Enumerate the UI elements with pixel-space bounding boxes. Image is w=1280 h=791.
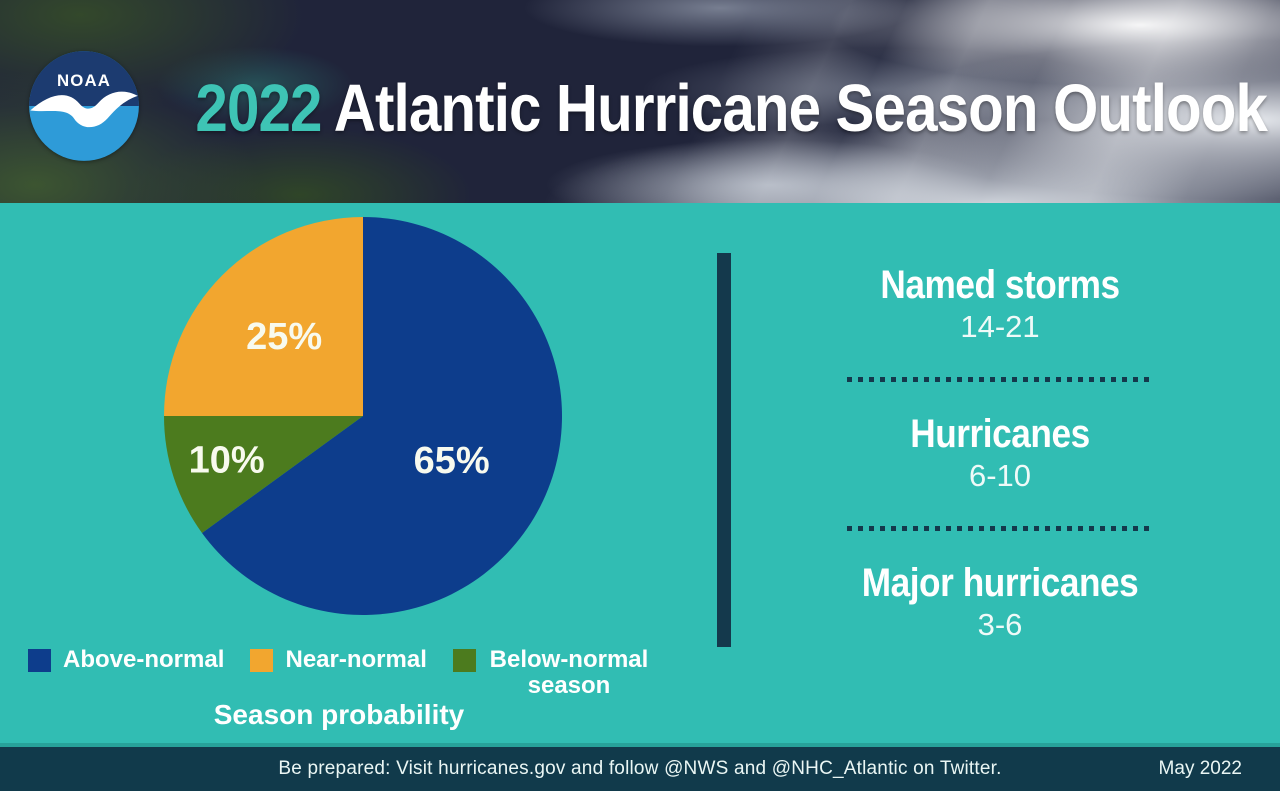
legend-swatch-near-normal bbox=[250, 649, 274, 672]
legend-item-below-normal: Below-normal season bbox=[452, 646, 650, 699]
stat-value: 14-21 bbox=[960, 309, 1040, 344]
noaa-logo-icon: NOAA bbox=[28, 50, 140, 162]
footer-bar: Be prepared: Visit hurricanes.gov and fo… bbox=[0, 743, 1280, 791]
title-rest: Atlantic Hurricane Season Outlook bbox=[333, 71, 1268, 146]
stat-value: 3-6 bbox=[977, 607, 1023, 642]
main-content: 65% 10% 25% Above-normal Near-normal Below… bbox=[0, 203, 1280, 743]
stat-value: 6-10 bbox=[968, 458, 1032, 493]
season-probability-pie-chart: 65% 10% 25% bbox=[164, 217, 563, 615]
legend-item-above-normal: Above-normal bbox=[28, 647, 224, 673]
stat-label: Major hurricanes bbox=[861, 561, 1139, 605]
stat-hurricanes: Hurricanes 6-10 bbox=[740, 412, 1260, 496]
stat-major-hurricanes: Major hurricanes 3-6 bbox=[740, 561, 1260, 645]
legend-label: Above-normal bbox=[63, 646, 225, 673]
stat-label: Named storms bbox=[880, 263, 1120, 307]
pie-legend: Above-normal Near-normal Below-normal se… bbox=[28, 647, 650, 699]
dotted-separator bbox=[847, 377, 1153, 382]
pie-slice-below-normal bbox=[164, 416, 363, 533]
legend-swatch-above-normal bbox=[28, 649, 51, 672]
stat-named-storms: Named storms 14-21 bbox=[740, 263, 1260, 347]
pie-value-label-above-normal: 65% bbox=[414, 440, 490, 482]
legend-swatch-below-normal bbox=[452, 649, 476, 672]
outlook-stats: Named storms 14-21 Hurricanes 6-10 Major… bbox=[740, 263, 1260, 645]
pie-slice-near-normal bbox=[164, 217, 363, 416]
dotted-separator bbox=[847, 526, 1153, 531]
header-satellite-banner: NOAA 2022 Atlantic Hurricane Season Outlo… bbox=[0, 0, 1280, 203]
noaa-logo-text: NOAA bbox=[57, 71, 111, 90]
legend-label: Near-normal bbox=[285, 646, 427, 673]
stat-label: Hurricanes bbox=[910, 412, 1090, 456]
title-year: 2022 bbox=[195, 71, 322, 146]
footer-message: Be prepared: Visit hurricanes.gov and fo… bbox=[278, 758, 1002, 779]
pie-value-label-near-normal: 25% bbox=[246, 316, 322, 358]
pie-value-label-below-normal: 10% bbox=[189, 439, 265, 481]
pie-slice-above-normal bbox=[202, 217, 563, 615]
vertical-divider bbox=[717, 253, 731, 647]
footer-date: May 2022 bbox=[1158, 758, 1242, 779]
legend-item-near-normal: Near-normal bbox=[250, 646, 427, 673]
legend-label: Below-normal season bbox=[489, 646, 649, 699]
chart-title: Season probability bbox=[213, 699, 465, 730]
page-title: 2022 Atlantic Hurricane Season Outlook bbox=[195, 70, 1268, 150]
